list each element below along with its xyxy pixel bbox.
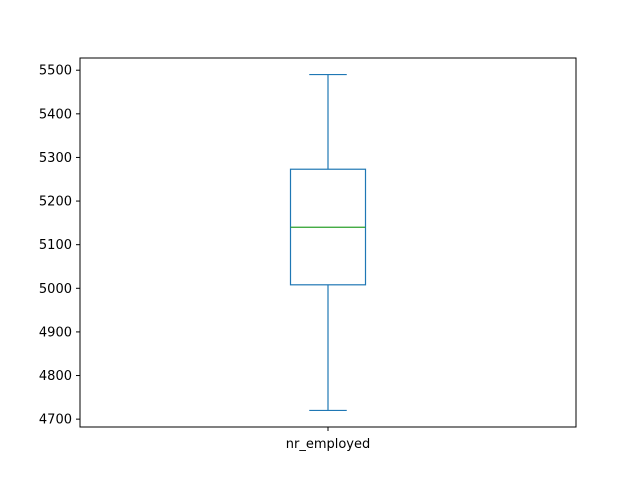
y-tick-label: 4900 xyxy=(39,325,72,340)
y-tick-label: 5200 xyxy=(39,195,72,210)
plot-area xyxy=(79,57,577,428)
y-tick-label: 4800 xyxy=(39,369,72,384)
x-tick-label: nr_employed xyxy=(286,437,371,452)
y-tick-label: 5500 xyxy=(39,64,72,79)
y-tick-label: 4700 xyxy=(39,413,72,428)
y-axis: 4700 4800 4900 5000 5100 5200 5300 5400 5500 xyxy=(39,64,80,428)
y-tick-label: 5100 xyxy=(39,238,72,253)
box-group xyxy=(289,73,367,412)
y-tick-label: 5000 xyxy=(39,282,72,297)
x-axis: nr_employed xyxy=(286,427,371,452)
y-tick-label: 5400 xyxy=(39,107,72,122)
y-tick-label: 5300 xyxy=(39,151,72,166)
